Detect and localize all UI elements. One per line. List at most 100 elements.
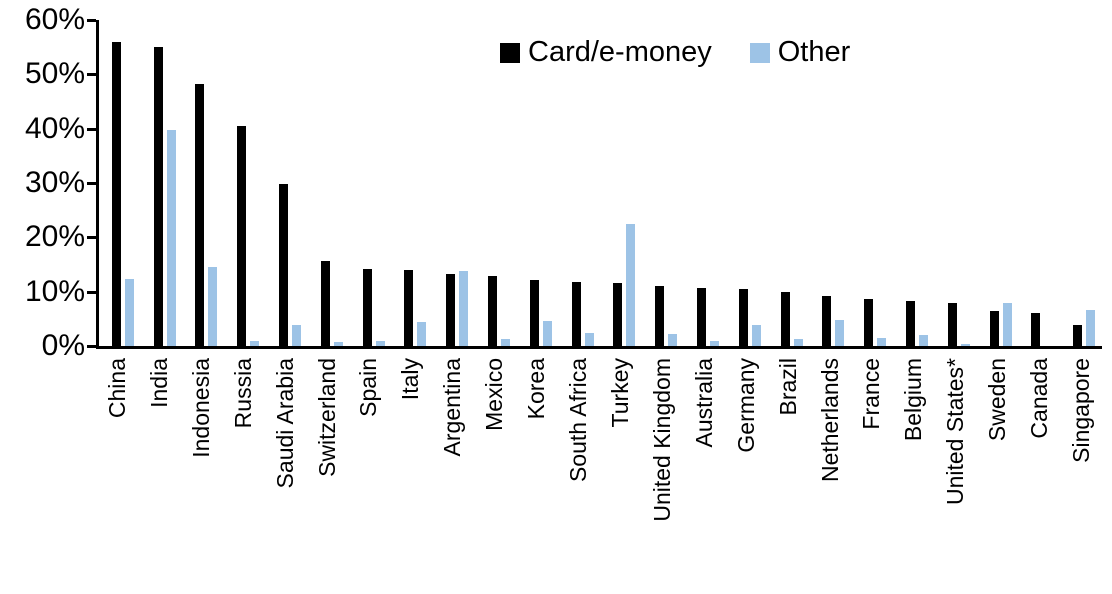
bar — [237, 126, 247, 346]
bar — [417, 322, 427, 346]
x-label-cell: Brazil — [767, 358, 809, 416]
bar — [153, 47, 163, 346]
bar — [208, 267, 218, 346]
bar — [250, 341, 260, 346]
bar — [697, 288, 707, 346]
bar — [835, 320, 845, 346]
bar-group-turkey — [604, 20, 646, 346]
bar — [906, 301, 916, 346]
bar — [292, 325, 302, 346]
x-label-cell: Australia — [683, 358, 725, 447]
y-tick-mark — [87, 236, 96, 239]
legend-item-other: Other — [749, 38, 850, 67]
bar-group-united-kingdom — [645, 20, 687, 346]
legend-item-card-e-money: Card/e-money — [500, 38, 712, 67]
bar — [822, 296, 832, 346]
y-tick-label: 0% — [41, 329, 85, 362]
y-tick-mark — [87, 345, 96, 348]
x-tick-label: Italy — [397, 358, 424, 401]
x-tick-label: France — [858, 358, 885, 430]
legend-swatch-card-e-money — [500, 42, 520, 63]
bar — [613, 283, 623, 346]
x-tick-label: Sweden — [984, 358, 1011, 442]
x-label-cell: Spain — [348, 358, 390, 417]
bar — [320, 261, 330, 346]
bar-group-argentina — [436, 20, 478, 346]
bar — [333, 342, 343, 346]
plot-area — [96, 20, 1102, 349]
x-tick-label: Korea — [523, 358, 550, 420]
bar — [780, 292, 790, 346]
bar-group-mexico — [478, 20, 520, 346]
bar — [655, 286, 665, 346]
bar — [166, 130, 176, 346]
y-tick-label: 30% — [24, 166, 85, 199]
bar — [404, 270, 414, 346]
x-tick-label: Netherlands — [816, 358, 843, 483]
x-label-cell: Germany — [725, 358, 767, 453]
x-tick-label: Canada — [1026, 358, 1053, 439]
x-tick-label: Saudi Arabia — [271, 358, 298, 489]
bar-group-switzerland — [311, 20, 353, 346]
x-label-cell: Mexico — [473, 358, 515, 431]
x-tick-label: Australia — [690, 358, 717, 448]
bar — [488, 276, 498, 346]
bar-group-canada — [1022, 20, 1064, 346]
x-tick-label: Germany — [732, 358, 759, 453]
x-tick-label: United Kingdom — [648, 358, 675, 522]
x-tick-label: Indonesia — [187, 358, 214, 458]
bar — [362, 269, 372, 346]
x-label-cell: Italy — [389, 358, 431, 400]
bar — [446, 274, 456, 346]
x-label-cell: France — [851, 358, 893, 430]
x-label-cell: Korea — [515, 358, 557, 419]
bar — [668, 334, 678, 346]
bar — [124, 279, 134, 346]
x-tick-label: Switzerland — [313, 358, 340, 477]
x-tick-label: South Africa — [565, 358, 592, 483]
legend-swatch-other — [749, 42, 770, 63]
bar — [501, 339, 511, 346]
bar-group-singapore — [1063, 20, 1105, 346]
bar — [947, 303, 957, 346]
bar-group-china — [102, 20, 144, 346]
bar — [919, 335, 929, 346]
bar-group-brazil — [771, 20, 813, 346]
bar-group-indonesia — [186, 20, 228, 346]
x-label-cell: China — [96, 358, 138, 418]
x-tick-label: China — [103, 358, 130, 419]
bar — [793, 339, 803, 346]
x-label-cell: Saudi Arabia — [264, 358, 306, 488]
bar-group-saudi-arabia — [269, 20, 311, 346]
bar-group-korea — [520, 20, 562, 346]
x-label-cell: Turkey — [599, 358, 641, 427]
bar — [626, 224, 636, 346]
x-label-cell: Canada — [1018, 358, 1060, 439]
bar — [375, 341, 385, 346]
x-label-cell: South Africa — [557, 358, 599, 482]
bar-group-russia — [227, 20, 269, 346]
bar-group-spain — [353, 20, 395, 346]
bar — [1073, 325, 1083, 346]
bar-group-france — [854, 20, 896, 346]
bar-group-sweden — [980, 20, 1022, 346]
bar — [751, 325, 761, 346]
bar — [195, 84, 205, 346]
y-tick-label: 60% — [24, 3, 85, 36]
y-tick-label: 10% — [24, 274, 85, 308]
x-tick-label: Argentina — [439, 358, 466, 457]
bar — [1031, 313, 1041, 346]
bar — [989, 311, 999, 346]
bar — [1002, 303, 1012, 346]
bar-group-south-africa — [562, 20, 604, 346]
bar-group-australia — [687, 20, 729, 346]
y-tick-label: 20% — [24, 220, 85, 254]
y-tick-label: 40% — [24, 111, 85, 145]
legend: Card/e-money Other — [500, 38, 850, 67]
x-tick-label: Turkey — [606, 358, 633, 428]
x-tick-label: Spain — [355, 358, 382, 417]
bar — [459, 271, 469, 346]
bar-group-netherlands — [813, 20, 855, 346]
x-tick-label: Russia — [229, 358, 256, 429]
x-label-cell: United Kingdom — [641, 358, 683, 522]
